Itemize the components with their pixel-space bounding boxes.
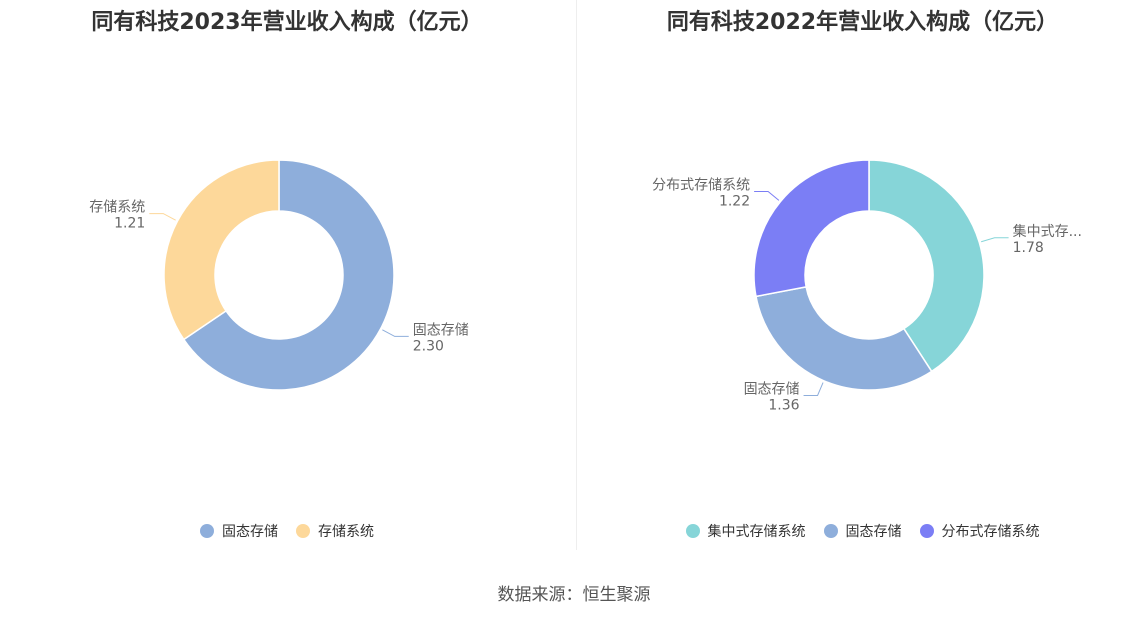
label-leader-line [803,382,824,396]
legend-label: 固态存储 [222,524,278,540]
slice-label: 分布式存储系统 [652,177,750,193]
legend-item[interactable]: 集中式存储系统 [685,521,806,541]
panel-divider [576,0,577,550]
slice-value-label: 2.30 [413,338,444,354]
donut-slice[interactable] [755,286,933,391]
donut-slice[interactable] [753,159,870,298]
slice-label: 固态存储 [744,381,800,397]
slice-label: 集中式存... [1013,223,1082,240]
legend-item[interactable]: 固态存储 [200,521,278,541]
chart-panel-2022: 同有科技2022年营业收入构成（亿元） 集中式存... 1.78 固态存储 1.36 分… [577,0,1148,550]
label-leader-line [149,213,176,221]
legend-swatch-icon [200,524,214,538]
data-source: 数据来源：恒生聚源 [497,585,651,605]
slice-value-label: 1.21 [114,216,145,232]
legend-label: 存储系统 [318,524,374,540]
legend-label: 集中式存储系统 [707,524,806,540]
legend-swatch-icon [685,524,700,538]
legend-item[interactable]: 分布式存储系统 [919,521,1040,541]
donut-slice[interactable] [182,159,395,391]
slice-value-label: 1.78 [1013,240,1044,256]
donut-slice[interactable] [868,159,985,373]
chart-legend: 固态存储 存储系统 [0,521,574,541]
slice-value-label: 1.36 [768,397,799,413]
legend-swatch-icon [919,524,934,538]
chart-title: 同有科技2023年营业收入构成（亿元） [91,10,483,35]
legend-swatch-icon [823,524,838,538]
slice-label: 固态存储 [413,322,469,338]
chart-panel-2023: 同有科技2023年营业收入构成（亿元） 固态存储 2.30 存储系统 1.21 固态存… [0,0,574,550]
chart-title: 同有科技2022年营业收入构成（亿元） [666,10,1059,35]
legend-item[interactable]: 存储系统 [296,521,374,541]
label-leader-line [382,329,409,337]
slice-label: 存储系统 [89,200,145,216]
legend-label: 分布式存储系统 [941,524,1040,540]
chart-legend: 集中式存储系统 固态存储 分布式存储系统 [577,521,1148,541]
label-leader-line [754,190,780,201]
slice-value-label: 1.22 [719,193,750,209]
legend-label: 固态存储 [845,524,902,540]
legend-item[interactable]: 固态存储 [823,521,902,541]
label-leader-line [981,237,1009,243]
legend-swatch-icon [296,524,310,538]
donut-slice[interactable] [163,159,280,341]
